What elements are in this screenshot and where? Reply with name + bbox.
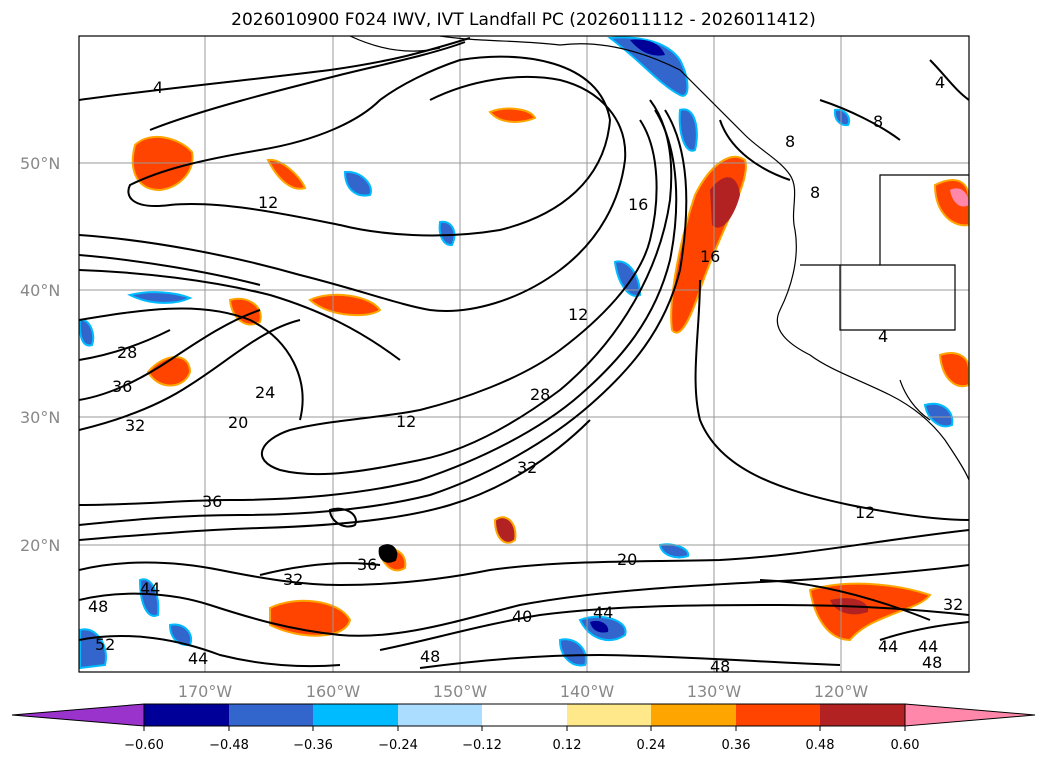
colorbar-segment xyxy=(398,704,482,726)
map-area xyxy=(79,36,969,672)
lon-label: 150°W xyxy=(433,682,488,701)
contour-label: 12 xyxy=(396,412,416,431)
contour-label: 44 xyxy=(188,649,208,668)
longitude-labels: 170°W 160°W 150°W 140°W 130°W 120°W xyxy=(178,682,869,701)
contour-label: 16 xyxy=(628,195,648,214)
contour-label: 48 xyxy=(420,647,440,666)
positive-anomaly-patch xyxy=(146,356,192,387)
iwv-contours xyxy=(79,37,969,669)
contour-labels: 4 12 8 16 16 12 28 36 24 20 32 12 28 32 … xyxy=(88,73,963,676)
colorbar-tick-label: −0.60 xyxy=(124,738,164,753)
contour-label: 28 xyxy=(530,385,550,404)
contour-label: 12 xyxy=(855,503,875,522)
colorbar-segment xyxy=(482,704,567,726)
positive-anomaly-patch xyxy=(938,352,969,388)
coastlines xyxy=(349,36,969,481)
shaded-anomalies xyxy=(79,36,969,670)
lat-label: 40°N xyxy=(20,281,60,300)
lon-label: 160°W xyxy=(306,682,361,701)
negative-anomaly-patch xyxy=(343,170,372,197)
contour-label: 4 xyxy=(935,73,945,92)
positive-anomaly-patch xyxy=(493,516,517,544)
lat-label: 20°N xyxy=(20,536,60,555)
contour-label: 8 xyxy=(785,132,795,151)
colorbar-tick-label: 0.60 xyxy=(891,738,920,753)
contour-label: 28 xyxy=(117,343,137,362)
negative-anomaly-patch xyxy=(613,260,642,297)
colorbar-tick-label: 0.12 xyxy=(553,738,582,753)
negative-anomaly-patch xyxy=(590,620,609,633)
contour-label: 20 xyxy=(617,550,637,569)
negative-anomaly-patch xyxy=(678,108,698,152)
negative-anomaly-patch xyxy=(607,36,689,97)
positive-anomaly-patch xyxy=(710,177,740,228)
contour-label: 32 xyxy=(517,458,537,477)
contour-label: 12 xyxy=(568,305,588,324)
contour-label: 36 xyxy=(202,492,222,511)
negative-anomaly-patch xyxy=(79,318,95,347)
contour-label: 24 xyxy=(255,383,275,402)
colorbar-tick-label: 0.36 xyxy=(722,738,751,753)
colorbar-segment xyxy=(736,704,820,726)
contour-label: 48 xyxy=(88,597,108,616)
latitude-labels: 50°N 40°N 30°N 20°N xyxy=(20,154,60,555)
contour-label: 8 xyxy=(810,183,820,202)
colorbar-high-extend xyxy=(904,703,1036,727)
contour-label: 44 xyxy=(593,603,613,622)
colorbar-tick-label: 0.24 xyxy=(637,738,666,753)
colorbar-segment xyxy=(144,704,229,726)
colorbar-segment xyxy=(229,704,313,726)
lon-label: 170°W xyxy=(178,682,233,701)
colorbar-segment xyxy=(313,704,398,726)
contour-label: 12 xyxy=(258,193,278,212)
contour-label: 48 xyxy=(922,653,942,672)
contour-label: 36 xyxy=(357,555,377,574)
colorbar-tick-label: −0.12 xyxy=(462,738,502,753)
contour-label: 44 xyxy=(140,579,160,598)
colorbar-segment xyxy=(567,704,651,726)
colorbar-tick-label: −0.36 xyxy=(293,738,333,753)
contour-label: 32 xyxy=(125,416,145,435)
negative-anomaly-patch xyxy=(138,578,160,617)
contour-label: 16 xyxy=(700,247,720,266)
map-title: 2026010900 F024 IWV, IVT Landfall PC (20… xyxy=(231,10,816,30)
lat-label: 50°N xyxy=(20,154,60,173)
positive-anomaly-patch xyxy=(308,293,382,317)
contour-label: 32 xyxy=(283,570,303,589)
contour-label: 4 xyxy=(878,327,888,346)
negative-anomaly-patch xyxy=(558,638,587,667)
contour-label: 44 xyxy=(918,637,938,656)
contour-label: 36 xyxy=(112,377,132,396)
colorbar-tick-label: 0.48 xyxy=(806,738,835,753)
colorbar-tick-label: −0.24 xyxy=(378,738,418,753)
negative-anomaly-patch xyxy=(127,291,193,304)
contour-label: 48 xyxy=(710,657,730,676)
contour-label: 32 xyxy=(943,595,963,614)
colorbar-tick-label: −0.48 xyxy=(209,738,249,753)
negative-anomaly-patch xyxy=(833,108,851,127)
positive-anomaly-patch xyxy=(488,107,537,123)
contour-label: 20 xyxy=(228,413,248,432)
contour-label: 4 xyxy=(153,78,163,97)
lon-label: 130°W xyxy=(687,682,742,701)
colorbar-segment xyxy=(651,704,736,726)
lat-label: 30°N xyxy=(20,408,60,427)
contour-label: 40 xyxy=(512,607,532,626)
colorbar: −0.60 −0.48 −0.36 −0.24 −0.12 0.12 0.24 … xyxy=(11,703,1036,753)
contour-label: 8 xyxy=(873,112,883,131)
colorbar-low-extend xyxy=(11,703,145,727)
negative-anomaly-patch xyxy=(438,220,456,247)
colorbar-segment xyxy=(820,704,905,726)
negative-anomaly-patch xyxy=(630,39,665,56)
contour-label: 52 xyxy=(95,635,115,654)
graticule xyxy=(79,36,969,672)
map-frame xyxy=(78,35,970,673)
positive-anomaly-patch xyxy=(950,188,969,207)
lon-label: 120°W xyxy=(814,682,869,701)
lon-label: 140°W xyxy=(560,682,615,701)
contour-label: 44 xyxy=(878,637,898,656)
